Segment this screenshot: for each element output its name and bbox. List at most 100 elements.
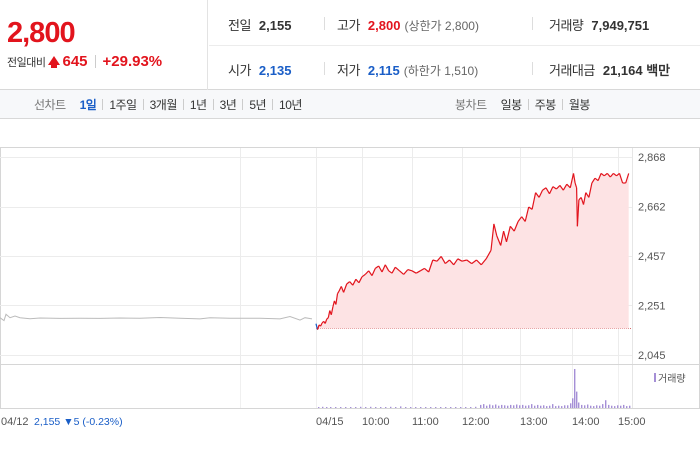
- series-today-segment: [505, 226, 511, 243]
- series-today-segment: [545, 187, 551, 195]
- series-today-segment: [368, 270, 373, 276]
- series-today-segment: [548, 186, 554, 195]
- change-amount: 645: [62, 53, 88, 70]
- volume-bar: [574, 369, 576, 408]
- open-label: 시가: [228, 63, 251, 78]
- tab-weekly-candle[interactable]: 주봉: [534, 98, 557, 112]
- divider: [324, 62, 325, 75]
- series-today-segment: [384, 264, 390, 272]
- upper-limit-note: (상한가 2,800): [404, 19, 479, 33]
- series-today-segment: [388, 270, 393, 274]
- series-today-segment: [364, 270, 370, 275]
- series-today-segment: [378, 265, 383, 273]
- series-today-segment: [585, 192, 590, 198]
- series-today-segment: [480, 258, 487, 266]
- volume-bar: [620, 405, 622, 408]
- divider: [142, 99, 144, 110]
- tab-1year[interactable]: 1년: [189, 98, 207, 112]
- volume-legend-swatch: [654, 373, 656, 382]
- volume-bar: [513, 405, 515, 408]
- volume-bar: [460, 407, 462, 408]
- x-tick-label: 12:00: [462, 416, 490, 428]
- tab-monthly-candle[interactable]: 월봉: [568, 98, 591, 112]
- tab-1day[interactable]: 1일: [79, 98, 97, 112]
- volume-bar: [318, 407, 320, 408]
- series-prev-day-line: [0, 313, 313, 322]
- tab-1week[interactable]: 1주일: [109, 98, 137, 112]
- series-today-segment: [335, 293, 339, 305]
- series-today-segment: [361, 273, 366, 278]
- volume-bar: [543, 405, 545, 408]
- volume-bar: [531, 404, 533, 408]
- volume-bar: [355, 407, 357, 408]
- divider: [532, 17, 533, 30]
- x-tick-label: 11:00: [412, 416, 439, 428]
- volume-bar: [365, 407, 367, 408]
- series-today-segment: [513, 221, 519, 232]
- volume-bar: [350, 407, 352, 408]
- prev-close-label: 전일: [228, 18, 251, 33]
- series-today-segment: [432, 259, 438, 262]
- volume-bar: [614, 406, 616, 409]
- row-divider: [209, 45, 700, 46]
- series-up-fill: [316, 173, 629, 329]
- current-price: 2,800: [7, 17, 76, 49]
- volume-bar: [602, 404, 604, 408]
- series-today-segment: [538, 189, 544, 198]
- volume-bar: [405, 407, 407, 408]
- tab-5year[interactable]: 5년: [249, 98, 267, 112]
- low-value: 2,115: [367, 63, 400, 78]
- series-today-segment: [352, 278, 357, 286]
- volume-bar: [578, 402, 580, 408]
- open-price: 시가 2,135: [228, 60, 291, 79]
- series-today-segment: [449, 259, 455, 266]
- volume-bar: [555, 406, 557, 409]
- prev-close-value: 2,155: [258, 18, 292, 33]
- series-today-segment: [493, 223, 498, 237]
- candle-chart-caption: 봉차트: [455, 98, 487, 112]
- divider: [182, 99, 184, 110]
- high-label: 고가: [337, 18, 360, 33]
- series-today-segment: [340, 286, 345, 293]
- y-tick-label: 2,251: [638, 300, 666, 312]
- volume-bar: [470, 407, 472, 408]
- x-tick-label: 10:00: [362, 416, 390, 428]
- trade-value-label: 거래대금: [549, 63, 595, 78]
- x-tick-label: 04/15: [316, 416, 344, 428]
- series-today-segment: [420, 267, 425, 272]
- volume-bar: [395, 407, 397, 408]
- volume-bar: [345, 407, 347, 408]
- tab-3month[interactable]: 3개월: [149, 98, 178, 112]
- series-today-segment: [597, 173, 602, 181]
- volume-bar: [549, 405, 551, 408]
- volume-bar: [617, 405, 619, 408]
- chart-tabbar: 선차트 1일 1주일 3개월 1년 3년 5년 10년 봉차트 일봉 주봉 월봉: [0, 90, 700, 119]
- volume-bar: [525, 405, 527, 408]
- divider: [527, 99, 529, 110]
- series-today-segment: [562, 183, 568, 191]
- series-today-segment: [453, 258, 459, 266]
- volume-bar: [570, 403, 572, 408]
- volume-bar: [599, 405, 601, 408]
- divider: [324, 17, 325, 30]
- volume-bar: [340, 407, 342, 408]
- tab-3year[interactable]: 3년: [219, 98, 237, 112]
- arrow-up-icon: [48, 56, 61, 68]
- open-value: 2,135: [258, 63, 292, 78]
- volume-bar: [330, 407, 332, 408]
- x-tick-label: 13:00: [520, 416, 548, 428]
- volume-bar: [540, 405, 542, 408]
- y-tick-label: 2,662: [638, 202, 666, 214]
- x-tick-label: 14:00: [572, 416, 600, 428]
- volume-bar: [322, 406, 324, 408]
- series-today-segment: [485, 250, 492, 260]
- volume-bar: [380, 407, 382, 408]
- divider: [272, 99, 274, 110]
- series-today-segment: [391, 266, 396, 274]
- volume-bar: [596, 405, 598, 408]
- tab-10year[interactable]: 10년: [279, 98, 302, 112]
- series-today-segment: [555, 184, 561, 190]
- series-today-segment: [316, 324, 320, 330]
- tab-daily-candle[interactable]: 일봉: [500, 98, 523, 112]
- axis-labels: 2,868 2,662 2,457 2,251 2,045 거래량 04/12 04/15 10…: [1, 152, 686, 428]
